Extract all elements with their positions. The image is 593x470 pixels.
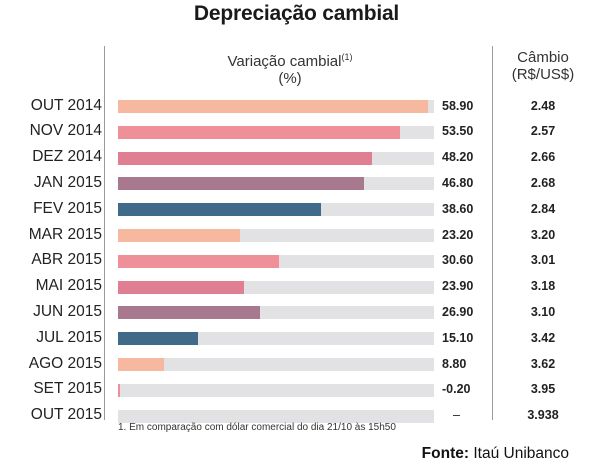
exchange-rate-label: 2.48 xyxy=(530,98,556,113)
value-label: 46.80 xyxy=(442,175,474,190)
category-label: SET 2015 xyxy=(33,380,102,398)
source-label: Fonte: xyxy=(421,445,470,462)
category-label: FEV 2015 xyxy=(33,199,102,217)
bar xyxy=(118,125,400,139)
bar xyxy=(118,100,429,113)
left-divider xyxy=(104,46,105,420)
bar xyxy=(118,151,372,165)
exchange-rate-label: 2.84 xyxy=(530,201,556,216)
exchange-rate-label: 2.68 xyxy=(530,175,556,190)
category-label: DEZ 2014 xyxy=(32,148,102,166)
exchange-rate-label: 3.62 xyxy=(530,356,556,371)
value-label: 58.90 xyxy=(442,98,474,113)
rate-header-main: Câmbio xyxy=(517,49,569,66)
category-label: MAI 2015 xyxy=(35,277,102,295)
bar xyxy=(118,254,280,268)
rate-column-header: Câmbio (R$/US$) xyxy=(493,49,593,83)
category-label: OUT 2015 xyxy=(30,406,102,424)
chart-title: Depreciação cambial xyxy=(193,2,400,25)
bar xyxy=(118,383,120,397)
exchange-rate-label: 3.95 xyxy=(530,382,556,397)
exchange-rate-label: 3.01 xyxy=(530,253,556,268)
value-label: 23.90 xyxy=(442,279,474,294)
category-label: AGO 2015 xyxy=(28,354,102,372)
rate-header-unit: (R$/US$) xyxy=(511,66,575,83)
bar xyxy=(118,332,198,346)
bar xyxy=(118,229,241,242)
category-label: ABR 2015 xyxy=(31,251,102,269)
category-label: JUL 2015 xyxy=(36,328,102,346)
exchange-rate-label: 3.42 xyxy=(530,330,556,345)
value-label: 23.20 xyxy=(442,227,474,242)
exchange-rate-label: 3.938 xyxy=(527,408,559,423)
right-divider xyxy=(492,46,493,420)
bar-track xyxy=(118,383,434,397)
source-credit: Fonte: Itaú Unibanco xyxy=(422,445,569,463)
variation-header-main: Variação cambial xyxy=(227,53,342,70)
exchange-rate-label: 3.20 xyxy=(530,227,556,242)
value-label: 30.60 xyxy=(442,253,474,268)
value-label: 53.50 xyxy=(442,124,474,139)
footnote: 1. Em comparação com dólar comercial do … xyxy=(118,422,396,433)
exchange-rate-label: 2.66 xyxy=(530,150,556,165)
category-label: NOV 2014 xyxy=(29,122,102,140)
value-label: 26.90 xyxy=(442,304,474,319)
exchange-rate-label: 2.57 xyxy=(530,124,556,139)
variation-header-unit: (%) xyxy=(278,70,302,87)
bar xyxy=(118,280,244,294)
bar xyxy=(118,203,322,217)
value-label: – xyxy=(453,408,460,423)
category-label: JUN 2015 xyxy=(33,302,102,320)
bar xyxy=(118,358,165,371)
value-label: -0.20 xyxy=(442,382,471,397)
value-label: 8.80 xyxy=(442,356,467,371)
variation-column-header: Variação cambial(1) (%) xyxy=(180,49,400,87)
bar-track xyxy=(118,409,434,423)
bar xyxy=(118,306,260,320)
value-label: 38.60 xyxy=(442,201,474,216)
category-label: MAR 2015 xyxy=(28,225,102,243)
exchange-rate-label: 3.18 xyxy=(530,279,556,294)
bar xyxy=(118,177,365,191)
source-name: Itaú Unibanco xyxy=(473,445,569,462)
category-label: JAN 2015 xyxy=(33,173,102,191)
value-label: 48.20 xyxy=(442,150,474,165)
bar-track xyxy=(118,358,434,371)
category-label: OUT 2014 xyxy=(30,96,102,114)
footnote-marker: (1) xyxy=(341,52,353,62)
value-label: 15.10 xyxy=(442,330,474,345)
exchange-rate-label: 3.10 xyxy=(530,304,556,319)
